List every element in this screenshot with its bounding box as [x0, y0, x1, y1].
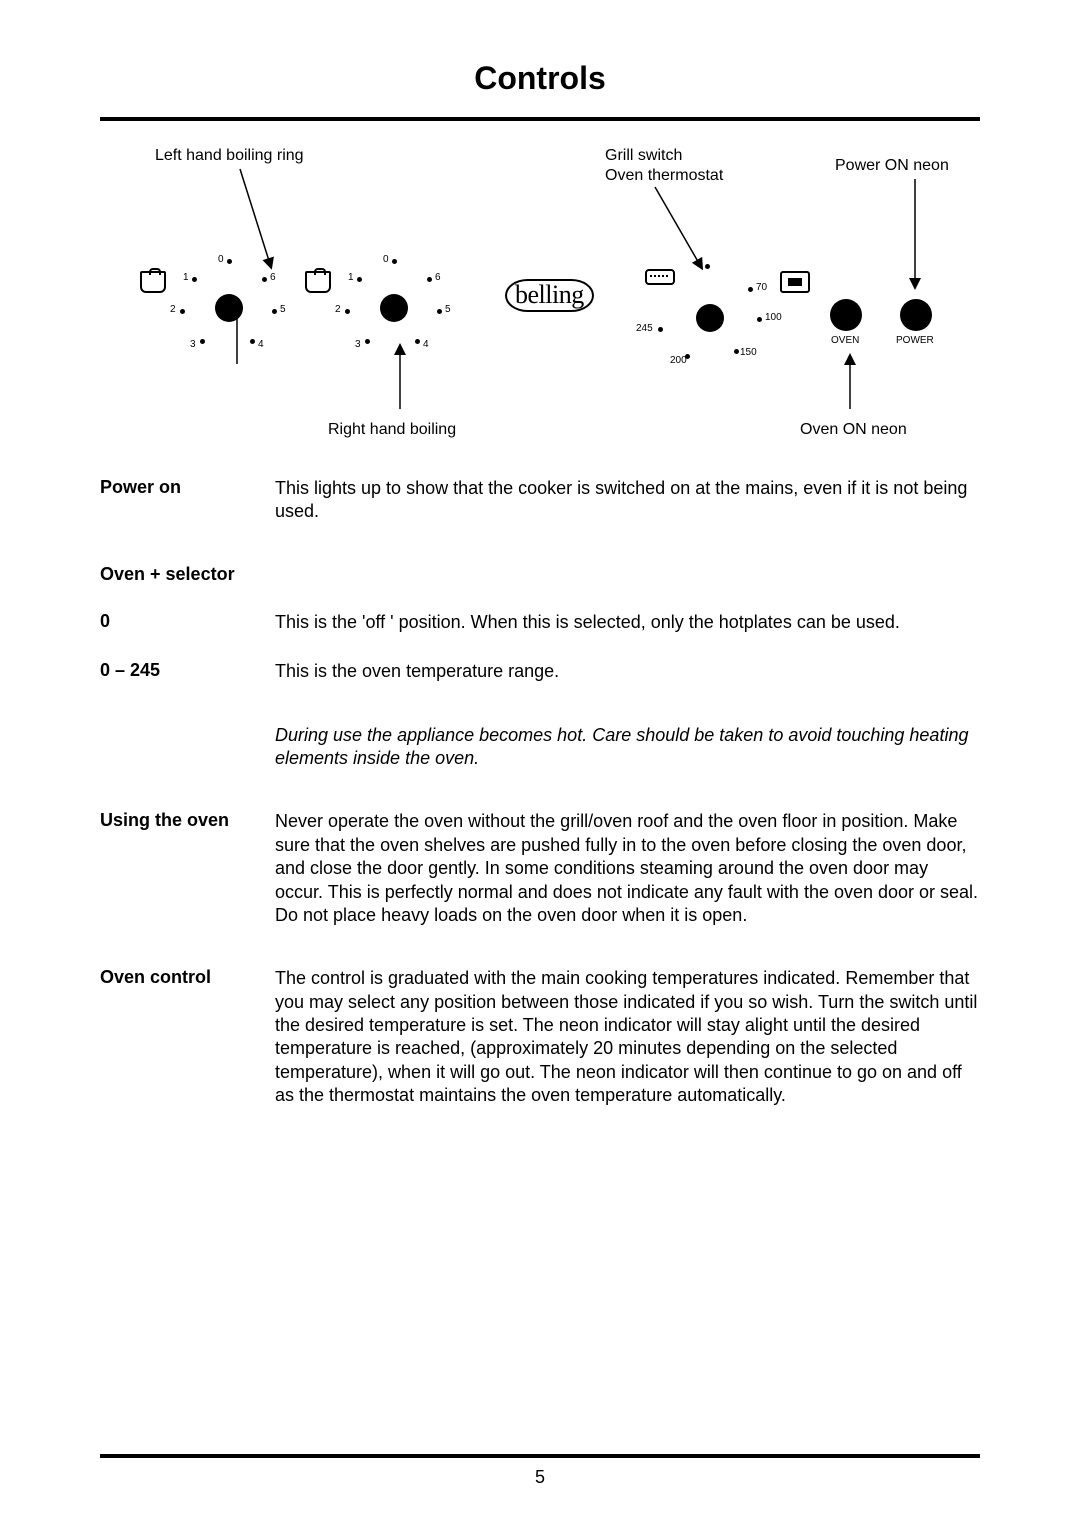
power-neon [900, 299, 932, 331]
dial-mark: 2 [170, 304, 176, 315]
section-label: Oven control [100, 967, 275, 988]
arrow-grill [645, 187, 715, 277]
pot-icon [305, 271, 331, 293]
dial-mark: 2 [335, 304, 341, 315]
warning-text: During use the appliance becomes hot. Ca… [275, 724, 980, 771]
dial-mark: 5 [445, 304, 451, 315]
therm-knob [696, 304, 724, 332]
header-rule [100, 117, 980, 121]
section-label: Using the oven [100, 810, 275, 831]
therm-mark: 0 [696, 259, 702, 270]
pot-icon [140, 271, 166, 293]
therm-mark: 200 [670, 355, 687, 366]
dial-mark: 1 [348, 272, 354, 283]
section-oven-selector-heading: Oven + selector [100, 564, 980, 585]
therm-mark: 100 [765, 312, 782, 323]
oven-on-neon-label: Oven ON neon [800, 421, 907, 439]
grill-icon [645, 269, 675, 285]
grill-switch-label-1: Grill switch [605, 147, 682, 165]
therm-mark: 70 [756, 282, 767, 293]
section-pos-range: 0 – 245 This is the oven temperature ran… [100, 660, 980, 683]
page-title: Controls [100, 60, 980, 97]
section-warning: During use the appliance becomes hot. Ca… [100, 724, 980, 771]
arrow-left-ring [230, 169, 290, 279]
section-text: This lights up to show that the cooker i… [275, 477, 980, 524]
grill-switch-label-2: Oven thermostat [605, 167, 723, 185]
dial-mark: 6 [270, 272, 276, 283]
oven-neon [830, 299, 862, 331]
power-on-neon-label: Power ON neon [835, 157, 949, 175]
arrow-right-ring [390, 344, 410, 414]
section-pos-0: 0 This is the 'off ' position. When this… [100, 611, 980, 634]
dial-mark: 4 [258, 339, 264, 350]
right-ring-label: Right hand boiling [328, 421, 456, 439]
arrow-power-neon [905, 179, 935, 294]
brand-logo: belling [505, 279, 594, 312]
controls-diagram: Left hand boiling ring Grill switch Oven… [100, 139, 980, 459]
dial-mark: 0 [218, 254, 224, 265]
page-number: 5 [0, 1467, 1080, 1488]
power-neon-caption: POWER [896, 335, 934, 346]
dial-mark: 3 [355, 339, 361, 350]
dial-mark: 6 [435, 272, 441, 283]
dial-mark: 5 [280, 304, 286, 315]
section-text: Never operate the oven without the grill… [275, 810, 980, 927]
section-text: The control is graduated with the main c… [275, 967, 980, 1107]
section-text: This is the oven temperature range. [275, 660, 559, 683]
section-oven-control: Oven control The control is graduated wi… [100, 967, 980, 1107]
oven-neon-caption: OVEN [831, 335, 859, 346]
footer-rule [100, 1454, 980, 1458]
left-ring-label: Left hand boiling ring [155, 147, 304, 165]
therm-mark: 245 [636, 323, 653, 334]
dial-mark: 4 [423, 339, 429, 350]
arrow-oven-neon [840, 354, 860, 414]
section-label: Oven + selector [100, 564, 275, 585]
section-label: 0 [100, 611, 275, 632]
section-using-oven: Using the oven Never operate the oven wi… [100, 810, 980, 927]
dial-mark: 0 [383, 254, 389, 265]
right-knob [380, 294, 408, 322]
section-label: Power on [100, 477, 275, 498]
section-label: 0 – 245 [100, 660, 275, 681]
section-power-on: Power on This lights up to show that the… [100, 477, 980, 524]
therm-mark: 150 [740, 347, 757, 358]
wall-plug-icon [780, 271, 810, 293]
dial-mark: 3 [190, 339, 196, 350]
dial-mark: 1 [183, 272, 189, 283]
left-dial-pointer [232, 314, 242, 364]
section-text: This is the 'off ' position. When this i… [275, 611, 900, 634]
